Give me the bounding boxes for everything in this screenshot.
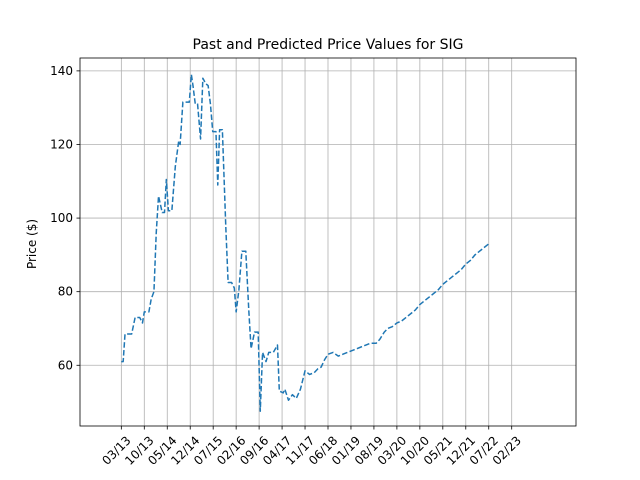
y-tick-label: 120 bbox=[50, 137, 73, 151]
series-line bbox=[121, 73, 490, 413]
y-axis-label: Price ($) bbox=[25, 219, 39, 269]
chart-title: Past and Predicted Price Values for SIG bbox=[193, 37, 464, 53]
y-tick-label: 140 bbox=[50, 64, 73, 78]
y-tick-label: 60 bbox=[58, 358, 73, 372]
y-tick-label: 80 bbox=[58, 285, 73, 299]
y-tick-label: 100 bbox=[50, 211, 73, 225]
